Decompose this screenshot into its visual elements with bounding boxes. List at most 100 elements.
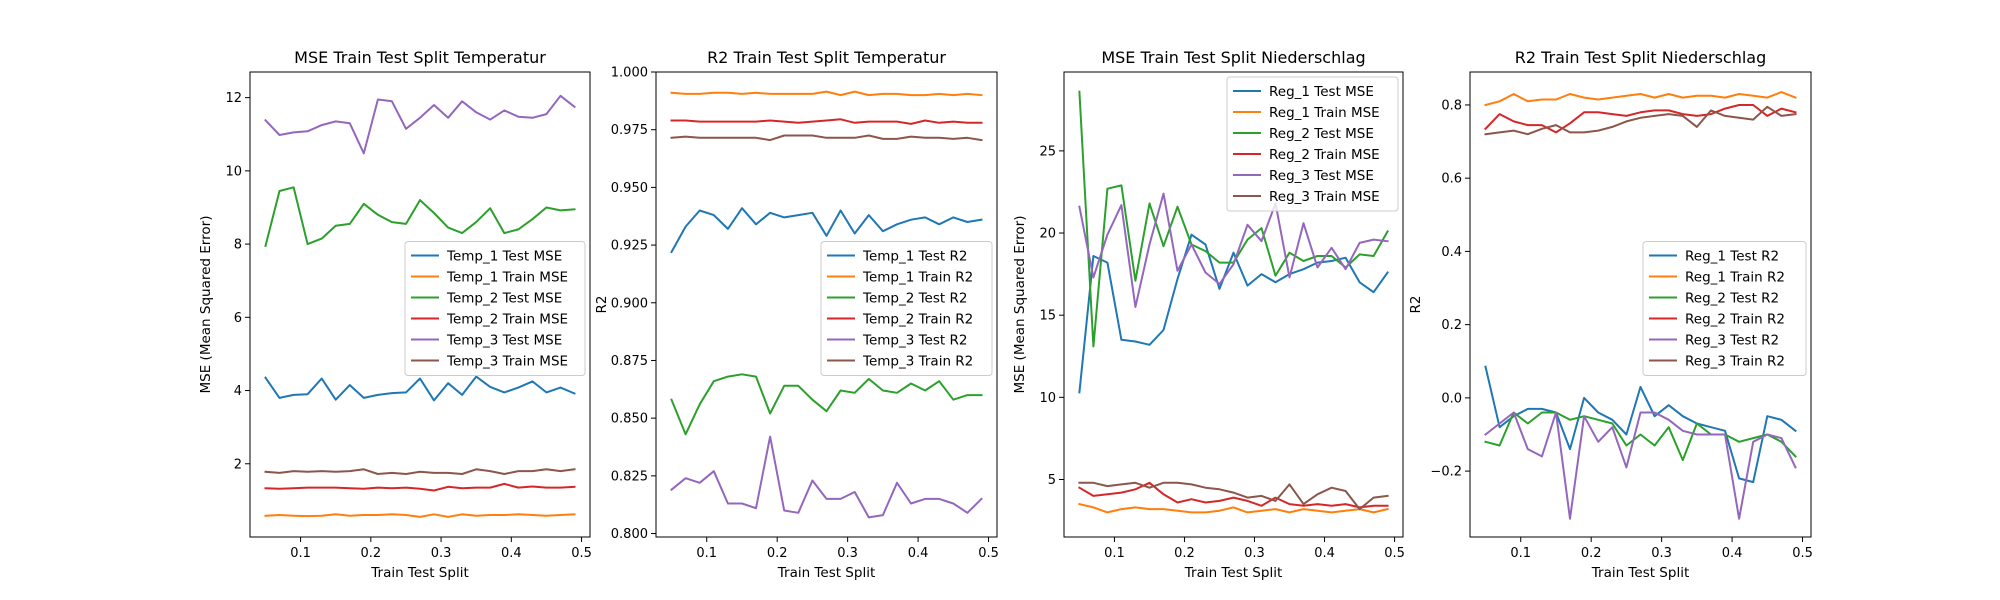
series-line (1078, 192, 1389, 308)
y-tick-label: −0.2 (1430, 465, 1462, 480)
plot-area: 0.1 0.2 0.3 0.4 0.5 −0.2 0.0 0.2 0.4 0.6 0.8 Reg_1 … (1430, 71, 1813, 561)
x-tick-label: 0.5 (571, 546, 592, 561)
series-line (670, 134, 983, 142)
series-line (1484, 411, 1797, 520)
x-tick-label: 0.2 (1581, 546, 1602, 561)
x-tick-label: 0.4 (501, 546, 522, 561)
legend-label: Reg_2 Train MSE (1269, 147, 1380, 163)
x-tick-label: 0.1 (696, 546, 717, 561)
series-line (1484, 105, 1797, 136)
x-axis-label: Train Test Split (1184, 565, 1283, 581)
subplot-mse-niederschlag: MSE Train Test Split Niederschlag 0.1 0.2… (1012, 48, 1405, 581)
y-tick-label: 25 (1039, 144, 1056, 159)
panel-title: MSE Train Test Split Temperatur (294, 48, 546, 67)
series-line (264, 513, 576, 518)
legend-label: Temp_1 Test MSE (446, 249, 562, 265)
x-tick-label: 0.4 (908, 546, 929, 561)
series-line (1484, 411, 1797, 462)
legend-label: Reg_2 Train R2 (1685, 312, 1785, 328)
y-tick-label: 0.800 (611, 527, 648, 542)
series-line (1078, 481, 1389, 509)
x-tick-label: 0.5 (1384, 546, 1405, 561)
legend-label: Temp_3 Train R2 (862, 354, 973, 370)
series-line (670, 373, 983, 436)
y-tick-label: 0.4 (1441, 245, 1462, 260)
series-line (670, 207, 983, 254)
x-tick-label: 0.2 (767, 546, 788, 561)
axes-frame (1469, 71, 1812, 538)
y-tick-label: 0.2 (1441, 318, 1462, 333)
series-line (264, 468, 576, 475)
legend-label: Temp_2 Train R2 (862, 312, 973, 328)
x-axis-label: Train Test Split (1591, 565, 1690, 581)
series-line (1484, 365, 1797, 484)
series-line (264, 482, 576, 492)
series-line (670, 90, 983, 97)
legend-label: Reg_1 Test R2 (1685, 249, 1779, 265)
legend: Temp_1 Test MSE Temp_1 Train MSE Temp_2 Te… (404, 241, 586, 376)
series-line (264, 375, 576, 402)
series-line (1484, 91, 1797, 107)
y-tick-label: 0.950 (611, 181, 648, 196)
legend: Reg_1 Test R2 Reg_1 Train R2 Reg_2 Test R2… (1642, 241, 1807, 376)
series-line (670, 118, 983, 125)
y-tick-label: 0.825 (611, 469, 648, 484)
y-axis-label: R2 (594, 296, 610, 314)
legend-label: Temp_1 Train MSE (446, 270, 568, 286)
y-tick-label: 5 (1048, 473, 1056, 488)
legend-label: Temp_2 Train MSE (446, 312, 568, 328)
panel-title: MSE Train Test Split Niederschlag (1101, 48, 1365, 67)
y-tick-label: 0.8 (1441, 98, 1462, 113)
x-tick-label: 0.1 (1104, 546, 1125, 561)
legend-label: Reg_3 Train MSE (1269, 189, 1380, 205)
y-tick-label: 0.925 (611, 239, 648, 254)
x-tick-label: 0.3 (1244, 546, 1265, 561)
y-tick-label: 6 (234, 311, 242, 326)
panel-title: R2 Train Test Split Temperatur (707, 48, 946, 67)
subplot-mse-temperatur: MSE Train Test Split Temperatur 0.1 0.2 0.… (198, 48, 592, 581)
x-axis-label: Train Test Split (370, 565, 469, 581)
y-tick-label: 4 (234, 384, 242, 399)
y-tick-label: 0.875 (611, 354, 648, 369)
legend-label: Temp_3 Test MSE (446, 333, 562, 349)
panel-title: R2 Train Test Split Niederschlag (1515, 48, 1767, 67)
series-line (264, 186, 576, 248)
x-tick-label: 0.3 (1651, 546, 1672, 561)
y-tick-label: 10 (1039, 391, 1056, 406)
plot-area: 0.1 0.2 0.3 0.4 0.5 0.800 0.825 0.850 0.875 0.900… (611, 66, 999, 562)
x-tick-label: 0.5 (1792, 546, 1813, 561)
legend-label: Reg_1 Train MSE (1269, 105, 1380, 121)
x-tick-label: 0.4 (1722, 546, 1743, 561)
y-tick-label: 2 (234, 457, 242, 472)
legend-box (1226, 76, 1399, 212)
y-tick-label: 20 (1039, 227, 1056, 242)
x-tick-label: 0.2 (360, 546, 381, 561)
legend-label: Reg_3 Test MSE (1269, 168, 1374, 184)
legend-label: Reg_1 Train R2 (1685, 270, 1785, 286)
axes-frame (1063, 71, 1404, 538)
legend-label: Temp_1 Train R2 (862, 270, 973, 286)
legend-label: Reg_1 Test MSE (1269, 84, 1374, 100)
y-axis-label: MSE (Mean Squared Error) (1012, 216, 1028, 394)
y-tick-label: 0.0 (1441, 391, 1462, 406)
legend-label: Reg_3 Train R2 (1685, 354, 1785, 370)
x-tick-label: 0.5 (978, 546, 999, 561)
x-axis-label: Train Test Split (777, 565, 876, 581)
y-tick-label: 0.850 (611, 412, 648, 427)
legend-label: Temp_1 Test R2 (862, 249, 967, 265)
y-tick-label: 15 (1039, 309, 1056, 324)
series-line (1078, 481, 1389, 511)
y-tick-label: 0.6 (1441, 172, 1462, 187)
series-line (1078, 502, 1389, 514)
legend-label: Reg_3 Test R2 (1685, 333, 1779, 349)
y-tick-label: 10 (225, 164, 242, 179)
series-line (670, 435, 983, 519)
y-tick-label: 12 (225, 91, 242, 106)
x-tick-label: 0.3 (431, 546, 452, 561)
legend: Temp_1 Test R2 Temp_1 Train R2 Temp_2 Test… (820, 241, 993, 376)
series-line (1484, 104, 1797, 134)
y-tick-label: 0.900 (611, 296, 648, 311)
y-axis-label: MSE (Mean Squared Error) (198, 216, 214, 394)
